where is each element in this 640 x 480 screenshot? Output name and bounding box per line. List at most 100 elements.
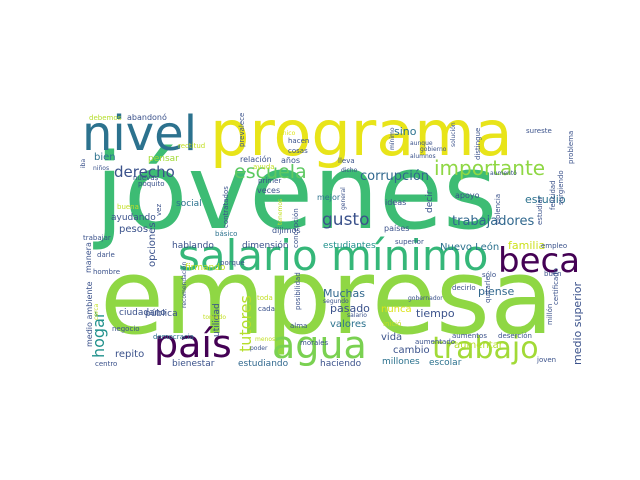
cloud-word-utilidad: utilidad <box>212 303 222 337</box>
cloud-word-escuela: escuela <box>234 161 307 183</box>
cloud-word-tiempo: tiempo <box>416 307 455 320</box>
cloud-word-medio-superior: medio superior <box>571 281 584 365</box>
cloud-word-anos: años <box>281 156 300 165</box>
cloud-word-solo: sólo <box>482 271 496 279</box>
cloud-word-salario: salario <box>347 312 367 319</box>
cloud-word-bienestar: bienestar <box>172 359 215 369</box>
cloud-word-primer: primer <box>258 177 281 185</box>
cloud-word-tomado: tomado <box>203 314 226 321</box>
cloud-word-programa: programa <box>210 97 513 170</box>
cloud-word-beca: beca <box>498 241 580 281</box>
cloud-word-cosas: cosas <box>288 147 308 155</box>
cloud-word-cada: cada <box>258 305 275 313</box>
cloud-word-trabajo: trabajo <box>432 331 539 366</box>
cloud-word-joven: joven <box>536 356 556 364</box>
cloud-word-estudiando: estudiando <box>238 359 289 369</box>
cloud-word-gobierno: gobierno <box>420 146 447 153</box>
cloud-word-felicidad: felicidad <box>549 180 557 210</box>
cloud-word-aumentar: aumentar <box>454 340 504 351</box>
cloud-word-alma: alma <box>290 322 307 330</box>
cloud-word-vez: vez <box>155 204 163 216</box>
cloud-word-aumento: aumentó <box>490 170 517 177</box>
cloud-word-aumentado: aumentado <box>415 338 455 346</box>
cloud-word-gusto: gusto <box>322 210 370 230</box>
cloud-word-decirlo: decirlo <box>452 284 476 292</box>
cloud-word-superior: superior <box>395 238 424 246</box>
cloud-word-dicho: dicho <box>341 167 358 174</box>
cloud-word-prevalece: prevalece <box>238 113 246 147</box>
cloud-word-escolar: escolar <box>429 358 462 368</box>
cloud-word-tutores: tutores <box>236 295 255 352</box>
cloud-word-nunca: nunca <box>381 304 412 315</box>
cloud-word-estudiantes: estudiantes <box>323 241 376 251</box>
cloud-word-problema: problema <box>567 131 575 164</box>
cloud-word-solucion: solución <box>450 122 457 147</box>
cloud-word-ideas: ideas <box>385 198 406 207</box>
cloud-word-rectitud: rectitud <box>178 142 205 150</box>
cloud-word-pasado: pasado <box>330 302 370 315</box>
cloud-word-salario-minimo: salario mínimo <box>178 231 489 280</box>
cloud-word-social: social <box>176 199 202 209</box>
cloud-word-muchas: Muchas <box>323 287 365 300</box>
cloud-word-millones: millones <box>382 357 420 367</box>
cloud-word-negocio: negocio <box>112 325 140 333</box>
cloud-word-valores: valores <box>330 319 366 330</box>
cloud-word-morales: morales <box>300 339 329 347</box>
cloud-word-nivel: nivel <box>82 106 197 162</box>
cloud-word-pesos: pesos <box>119 224 148 235</box>
cloud-word-poquito: poquito <box>138 180 165 188</box>
cloud-word-dimension: dimensión <box>242 240 289 251</box>
cloud-word-pensar: pensar <box>148 154 179 164</box>
cloud-word-cambio: cambio <box>393 345 430 356</box>
cloud-word-toda: toda <box>257 294 273 302</box>
cloud-word-democracia: democracia <box>153 333 194 341</box>
cloud-word-empresa: empresa <box>100 236 554 358</box>
cloud-word-hacen: hacen <box>288 137 309 145</box>
cloud-word-iba: iba <box>80 159 87 168</box>
cloud-word-agua: agua <box>272 323 367 367</box>
cloud-background <box>80 106 560 370</box>
cloud-word-distingue: distingue <box>474 128 482 160</box>
cloud-word-menos: menos <box>255 336 275 343</box>
cloud-word-corrupcion: corrupción <box>360 169 429 184</box>
cloud-word-repito: repito <box>115 349 144 360</box>
cloud-word-quitarle: quitarle <box>484 276 492 303</box>
cloud-word-manera: manera <box>84 242 93 273</box>
cloud-word-trabajar: trabajar <box>83 234 111 242</box>
cloud-word-ayuda: ayuda <box>253 163 275 171</box>
cloud-word-paises: países <box>384 224 409 233</box>
cloud-word-sureste: sureste <box>526 127 552 135</box>
cloud-word-estudio: estudio <box>525 193 566 206</box>
cloud-word-basico: básico <box>215 230 237 238</box>
cloud-word-derecho: derecho <box>114 163 175 181</box>
cloud-word-buen: buen <box>544 270 562 278</box>
cloud-word-segundo: segundo <box>323 298 349 305</box>
cloud-word-aunque: aunque <box>410 140 433 147</box>
cloud-word-alumnos: alumnos <box>410 153 436 160</box>
cloud-word-violencia: violencia <box>494 194 502 225</box>
cloud-word-estudiar: estudiar <box>536 196 544 225</box>
cloud-word-importante: importante <box>434 156 545 180</box>
cloud-word-general: general <box>340 187 347 210</box>
cloud-word-buena: buena <box>117 203 139 211</box>
cloud-word-darle: darle <box>97 251 115 259</box>
cloud-word-nuevo-leon: Nuevo León <box>440 241 499 253</box>
cloud-word-apoyo: apoyo <box>455 191 480 200</box>
cloud-word-desercion: deserción <box>498 332 532 340</box>
cloud-word-ciudadano: ciudadano <box>119 308 166 318</box>
cloud-word-inicio: inició <box>383 320 401 328</box>
cloud-word-debemos: debemos <box>89 114 122 122</box>
cloud-word-hombre: hombre <box>93 268 120 276</box>
cloud-word-hablando: hablando <box>172 241 214 251</box>
cloud-word-millon: millón <box>546 304 554 325</box>
cloud-word-publica: pública <box>145 309 178 319</box>
cloud-word-tenemos: tenemos <box>277 199 284 225</box>
cloud-word-familia: familia <box>508 239 545 252</box>
cloud-word-vida: vida <box>381 332 402 343</box>
cloud-word-veces: veces <box>257 186 280 195</box>
cloud-word-sino: sino <box>394 125 417 138</box>
cloud-word-piense: piense <box>478 285 515 298</box>
cloud-word-decir: decir <box>425 190 435 213</box>
cloud-word-concepcion: concepción <box>292 208 300 248</box>
